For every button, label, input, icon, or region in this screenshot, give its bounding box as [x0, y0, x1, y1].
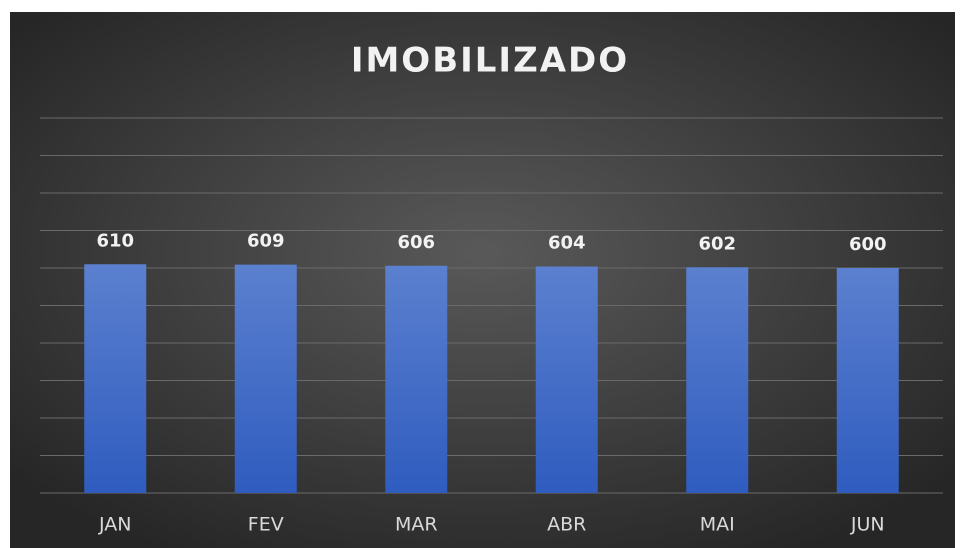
x-tick-label: JAN	[98, 514, 131, 536]
x-tick-label: JUN	[850, 514, 885, 536]
bar	[686, 267, 749, 493]
data-label: 609	[247, 231, 285, 252]
chart-title: IMOBILIZADO	[351, 41, 629, 81]
data-label: 600	[849, 234, 887, 255]
data-label: 606	[397, 232, 435, 253]
bar	[234, 264, 297, 493]
x-tick-label: MAI	[700, 514, 735, 536]
data-label: 602	[698, 233, 736, 254]
bar	[385, 265, 448, 493]
x-tick-label: FEV	[248, 514, 284, 536]
chart-background	[10, 12, 955, 548]
x-tick-label: ABR	[547, 514, 586, 536]
bar	[84, 264, 147, 493]
bar	[535, 266, 598, 493]
data-label: 604	[548, 233, 586, 254]
data-label: 610	[96, 230, 134, 251]
x-tick-label: MAR	[395, 514, 438, 536]
bar	[836, 268, 899, 493]
